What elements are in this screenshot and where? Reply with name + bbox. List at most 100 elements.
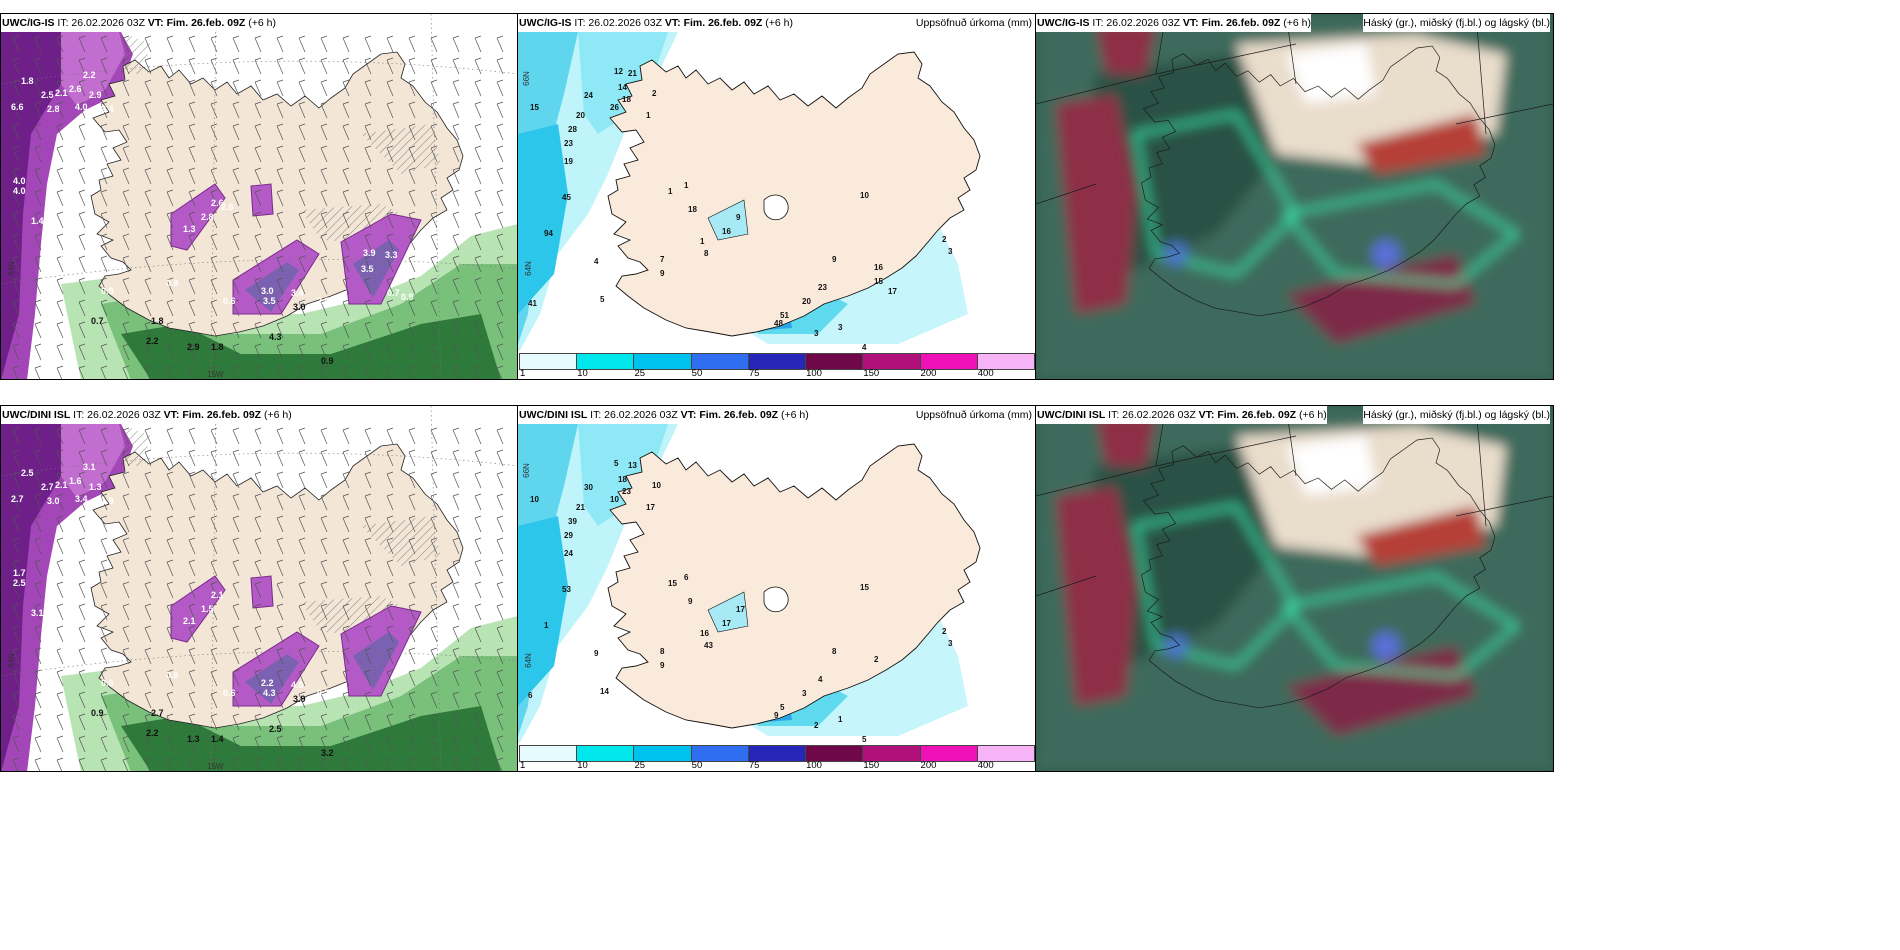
field-title: Uppsöfnuð úrkoma (mm) xyxy=(915,406,1032,424)
precip-value: 2.1 xyxy=(211,590,224,600)
accum-value: 15 xyxy=(874,277,883,286)
accum-value: 14 xyxy=(600,687,609,696)
precip-value: 2.8 xyxy=(47,104,60,114)
accum-value: 2 xyxy=(874,655,879,664)
precip-value: 3.9 xyxy=(293,694,306,704)
accum-value: 14 xyxy=(618,83,627,92)
accum-value: 23 xyxy=(622,487,631,496)
accum-value: 8 xyxy=(832,647,837,656)
precip-value: 1.9 xyxy=(101,496,114,506)
precip-value: 2.7 xyxy=(41,482,54,492)
lat-label: 64N xyxy=(523,261,533,276)
colorbar-label: 100 xyxy=(806,760,822,771)
cloud-field xyxy=(1036,14,1553,379)
lead-time: (+6 h) xyxy=(245,17,276,29)
precip-value: 0.6 xyxy=(223,296,236,306)
map-canvas: 1519232820242612141821214594414517918169… xyxy=(518,14,1035,379)
accum-value: 15 xyxy=(860,583,869,592)
precip-value: 3.5 xyxy=(263,296,276,306)
accum-value: 7 xyxy=(660,255,665,264)
colorbar-label: 50 xyxy=(691,368,703,379)
init-time: IT: 26.02.2026 03Z xyxy=(1105,409,1199,421)
accum-value: 17 xyxy=(888,287,897,296)
precip-value: 1.8 xyxy=(21,76,34,86)
accum-value: 3 xyxy=(814,329,819,338)
accum-value: 1 xyxy=(838,715,843,724)
panel-accum-precip-igis: UWC/IG-IS IT: 26.02.2026 03Z VT: Fim. 26… xyxy=(517,13,1036,380)
precip-value: 3.1 xyxy=(31,608,44,618)
precip-value: 0.8 xyxy=(166,278,179,288)
precip-value: 2.1 xyxy=(55,88,68,98)
accum-value: 5 xyxy=(862,735,867,744)
precip-value: 1.8 xyxy=(151,316,164,326)
colorbar: 1 10 25 50 75 100 150 200 400 xyxy=(518,351,1035,379)
accum-value: 29 xyxy=(564,531,573,540)
accum-value: 23 xyxy=(564,139,573,148)
precip-value: 0.7 xyxy=(91,316,104,326)
accum-value: 2 xyxy=(652,89,657,98)
accum-value: 43 xyxy=(704,641,713,650)
panel-accum-precip-dini: UWC/DINI ISL IT: 26.02.2026 03Z VT: Fim.… xyxy=(517,405,1036,772)
precip-value: 0.6 xyxy=(223,688,236,698)
valid-time: VT: Fim. 26.feb. 09Z xyxy=(1198,409,1297,421)
accum-value: 5 xyxy=(780,703,785,712)
lat-label: 66N xyxy=(521,463,531,478)
lon-label: 15W xyxy=(207,762,224,771)
colorbar-label: 75 xyxy=(748,368,760,379)
accum-value: 16 xyxy=(700,629,709,638)
wind-barbs xyxy=(12,35,504,379)
accum-value: 17 xyxy=(722,619,731,628)
accum-value: 3 xyxy=(948,247,953,256)
precip-value: 2.5 xyxy=(13,578,26,588)
precip-value: 2.6 xyxy=(221,202,234,212)
accum-value: 53 xyxy=(562,585,571,594)
accum-value: 26 xyxy=(610,103,619,112)
accum-value: 39 xyxy=(568,517,577,526)
precip-value: 4.0 xyxy=(291,680,304,690)
accum-value: 10 xyxy=(652,481,661,490)
panel-title: UWC/DINI ISL IT: 26.02.2026 03Z VT: Fim.… xyxy=(1,406,292,424)
accum-value: 23 xyxy=(818,283,827,292)
colorbar-swatch xyxy=(976,745,1035,762)
model-name: UWC/DINI ISL xyxy=(1037,409,1106,421)
panel-cloud-igis: UWC/IG-IS IT: 26.02.2026 03Z VT: Fim. 26… xyxy=(1035,13,1554,380)
accum-value: 1 xyxy=(544,621,549,630)
colorbar-label: 1 xyxy=(520,760,526,771)
cloud-field xyxy=(1036,406,1553,771)
precip-value: 3.9 xyxy=(363,248,376,258)
precip-value: 3.1 xyxy=(83,462,96,472)
model-name: UWC/IG-IS xyxy=(1037,17,1090,29)
valid-time: VT: Fim. 26.feb. 09Z xyxy=(163,409,262,421)
accum-value: 6 xyxy=(684,573,689,582)
accum-value: 1 xyxy=(700,237,705,246)
colorbar-label: 75 xyxy=(748,760,760,771)
iceland-land xyxy=(607,51,981,337)
precip-value: 4.3 xyxy=(269,332,282,342)
precip-value: 2.4 xyxy=(101,104,114,114)
accum-value: 19 xyxy=(564,157,573,166)
precip-value: 4.0 xyxy=(13,176,26,186)
accum-value: 10 xyxy=(530,495,539,504)
accum-value: 48 xyxy=(774,319,783,328)
precip-value: 0.9 xyxy=(101,286,114,296)
accum-value: 24 xyxy=(584,91,593,100)
precip-value: 2.6 xyxy=(69,84,82,94)
precip-value: 0.7 xyxy=(387,288,400,298)
map-canvas: 2.52.73.01.72.1 1.63.11.33.4 1.92.72.53.13… xyxy=(1,406,517,771)
accum-value: 8 xyxy=(660,647,665,656)
accum-value: 5 xyxy=(614,459,619,468)
init-time: IT: 26.02.2026 03Z xyxy=(571,17,665,29)
precip-value: 0.7 xyxy=(317,688,330,698)
model-name: UWC/DINI ISL xyxy=(2,409,71,421)
accum-value: 5 xyxy=(600,295,605,304)
precip-value: 2.1 xyxy=(55,480,68,490)
accum-value: 41 xyxy=(528,299,537,308)
map-canvas: 1024293921301051823131017531691415899171… xyxy=(518,406,1035,771)
lead-time: (+6 h) xyxy=(1280,17,1311,29)
precip-value: 3.5 xyxy=(361,264,374,274)
accum-value: 6 xyxy=(528,691,533,700)
precip-value: 1.9 xyxy=(59,252,72,262)
precip-value: 2.9 xyxy=(187,342,200,352)
valid-time: VT: Fim. 26.feb. 09Z xyxy=(147,17,246,29)
colorbar-label: 50 xyxy=(691,760,703,771)
